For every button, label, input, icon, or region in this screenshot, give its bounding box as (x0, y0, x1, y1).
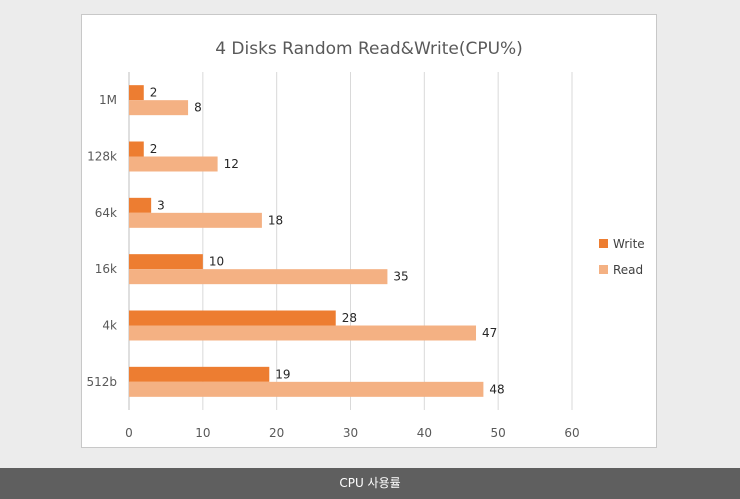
x-tick-label: 0 (125, 426, 133, 440)
data-label: 48 (489, 382, 504, 396)
bar-read (129, 212, 262, 228)
legend-label: Read (613, 263, 643, 277)
bar-write (129, 254, 203, 270)
data-label: 3 (157, 198, 165, 212)
bar-read (129, 100, 189, 116)
bar-write (129, 85, 144, 101)
data-label: 19 (275, 367, 290, 381)
bar-read (129, 269, 388, 285)
data-label: 47 (482, 326, 497, 340)
data-label: 8 (194, 101, 202, 115)
data-label: 2 (150, 86, 158, 100)
bar-read (129, 156, 218, 172)
data-label: 2 (150, 142, 158, 156)
x-tick-label: 30 (343, 426, 358, 440)
category-label: 1M (99, 93, 117, 107)
image-caption: CPU 사용률 (0, 468, 740, 499)
x-tick-label: 20 (269, 426, 284, 440)
bar-read (129, 325, 477, 341)
bar-write (129, 310, 336, 326)
data-label: 10 (209, 255, 224, 269)
x-tick-label: 40 (417, 426, 432, 440)
legend-swatch (599, 239, 608, 248)
category-label: 512b (86, 375, 117, 389)
data-label: 35 (393, 270, 408, 284)
bar-write (129, 366, 270, 382)
x-tick-label: 50 (491, 426, 506, 440)
category-label: 4k (102, 319, 117, 333)
data-label: 18 (268, 213, 283, 227)
x-tick-label: 60 (564, 426, 579, 440)
category-label: 128k (87, 150, 117, 164)
data-label: 28 (342, 311, 357, 325)
chart-title: 4 Disks Random Read&Write(CPU%) (215, 39, 523, 59)
category-label: 64k (95, 206, 117, 220)
category-label: 16k (95, 262, 117, 276)
bar-write (129, 141, 144, 157)
data-label: 12 (224, 157, 239, 171)
bar-read (129, 381, 484, 397)
legend-swatch (599, 265, 608, 274)
bar-write (129, 197, 152, 213)
legend-label: Write (613, 237, 645, 251)
x-tick-label: 10 (195, 426, 210, 440)
